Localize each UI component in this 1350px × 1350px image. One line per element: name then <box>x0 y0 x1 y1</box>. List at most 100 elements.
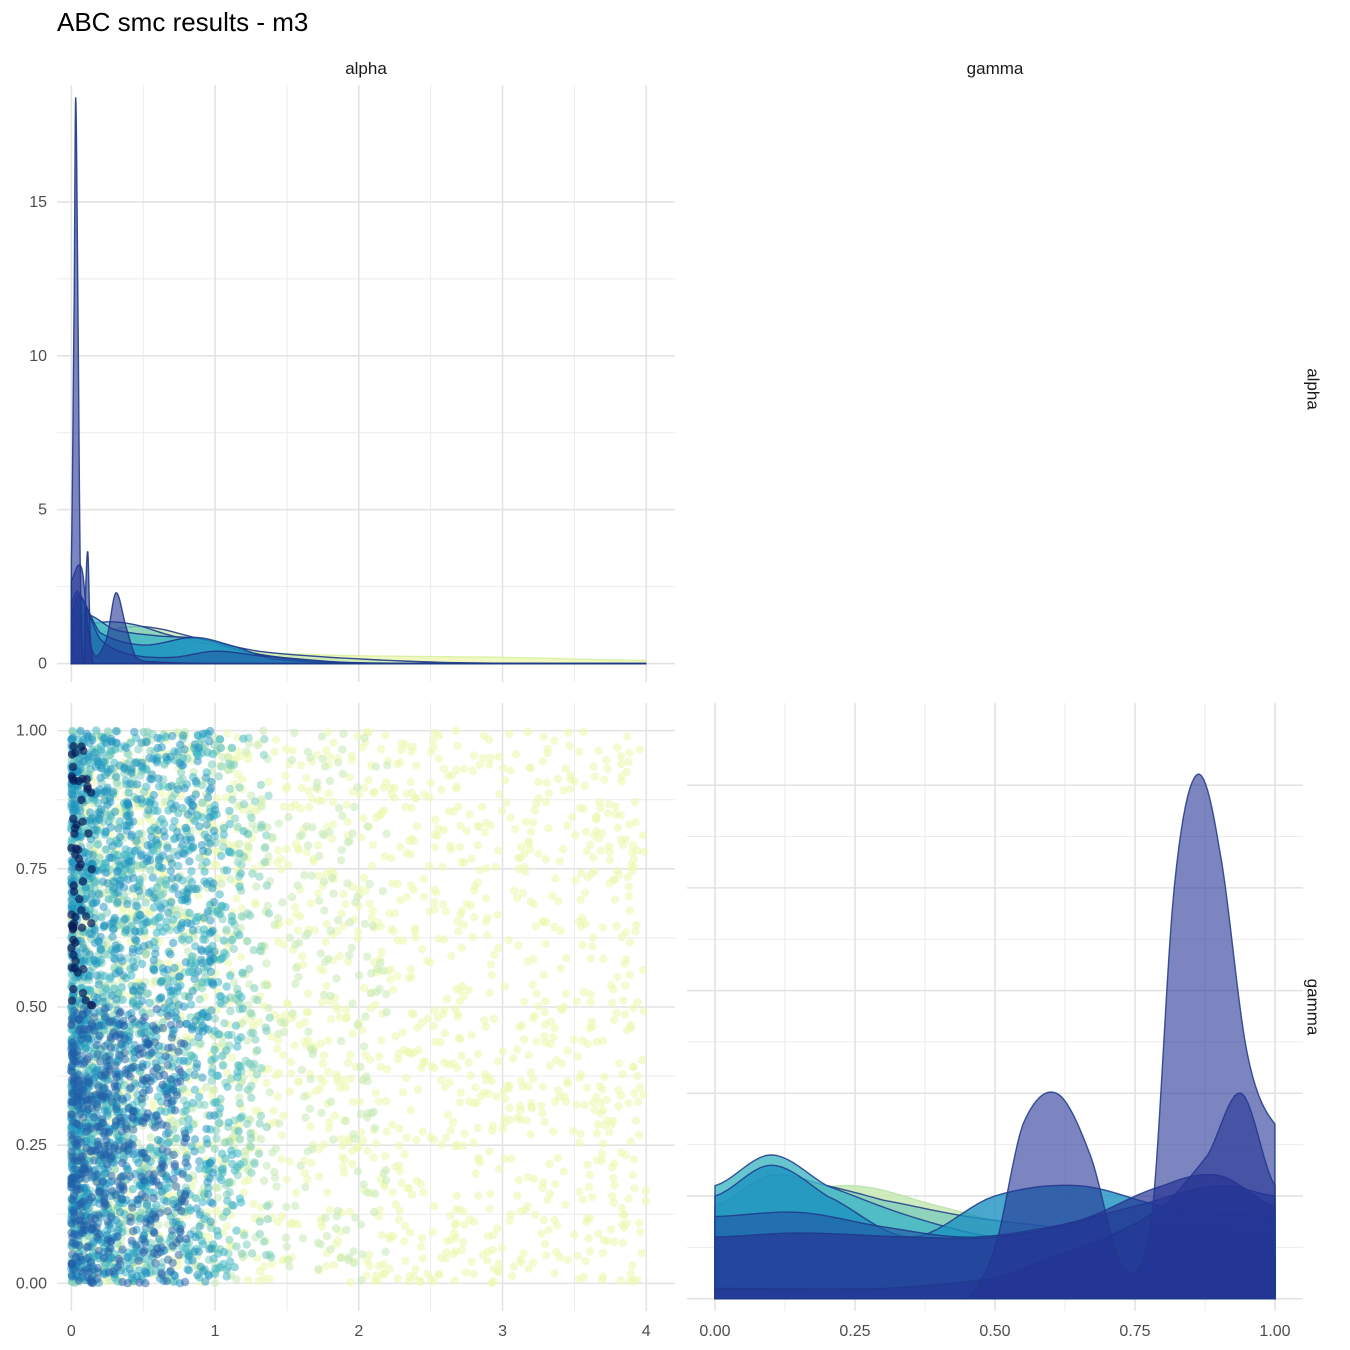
scatter-point <box>372 1139 381 1148</box>
scatter-point <box>452 782 461 792</box>
scatter-point <box>101 868 110 877</box>
scatter-point <box>291 979 300 989</box>
scatter-point <box>441 907 451 916</box>
scatter-point <box>180 849 189 859</box>
scatter-point <box>191 777 201 786</box>
scatter-point <box>344 957 353 966</box>
scatter-point <box>418 1127 427 1136</box>
scatter-point <box>480 828 489 837</box>
scatter-point <box>216 1262 225 1272</box>
scatter-point <box>429 1135 439 1144</box>
scatter-point <box>197 1145 206 1155</box>
scatter-point <box>325 827 334 837</box>
scatter-point <box>624 1099 633 1108</box>
scatter-point <box>460 1129 469 1138</box>
scatter-point <box>329 738 338 748</box>
scatter-point <box>227 935 237 945</box>
scatter-point <box>356 1128 366 1137</box>
scatter-point <box>486 960 496 969</box>
scatter-point <box>480 1016 489 1025</box>
scatter-point <box>260 735 269 744</box>
scatter-point <box>247 1249 257 1258</box>
scatter-point <box>104 895 113 904</box>
scatter-point <box>440 1005 449 1014</box>
scatter-point <box>526 897 536 906</box>
scatter-point <box>99 757 108 766</box>
scatter-point <box>483 931 492 940</box>
scatter-point <box>188 952 197 961</box>
scatter-point <box>544 789 553 798</box>
scatter-point <box>544 824 553 833</box>
scatter-point <box>296 804 305 813</box>
scatter-point <box>247 813 256 822</box>
scatter-point <box>472 1098 481 1107</box>
scatter-point <box>157 891 166 900</box>
scatter-point <box>235 1135 245 1144</box>
scatter-point <box>534 1002 543 1011</box>
scatter-point <box>194 1247 203 1256</box>
scatter-point <box>429 736 438 745</box>
scatter-point <box>165 998 174 1007</box>
scatter-point <box>236 1062 245 1071</box>
scatter-point <box>382 829 391 838</box>
scatter-point <box>276 865 286 874</box>
scatter-point <box>321 1213 330 1223</box>
scatter-point <box>338 769 348 779</box>
scatter-point <box>394 1215 404 1224</box>
scatter-point <box>134 886 144 896</box>
scatter-point <box>243 937 252 946</box>
scatter-point <box>499 1087 508 1096</box>
scatter-point <box>469 1138 478 1148</box>
scatter-point <box>382 990 391 999</box>
scatter-point <box>255 1229 264 1239</box>
scatter-point <box>536 1101 546 1110</box>
scatter-point <box>224 1030 233 1040</box>
scatter-point <box>381 1152 390 1161</box>
scatter-point <box>436 1038 445 1047</box>
scatter-point <box>238 968 247 977</box>
scatter-point <box>331 1001 341 1010</box>
scatter-point <box>586 990 595 999</box>
scatter-point <box>170 963 179 973</box>
scatter-point <box>210 1085 219 1094</box>
scatter-point <box>136 986 145 995</box>
scatter-point <box>128 1184 137 1194</box>
scatter-point <box>614 870 624 880</box>
scatter-point <box>369 1153 378 1162</box>
scatter-point <box>166 866 176 876</box>
scatter-point <box>356 1220 366 1229</box>
scatter-point <box>429 1277 439 1286</box>
scatter-point <box>474 1191 483 1200</box>
scatter-point <box>493 910 502 920</box>
scatter-point <box>531 922 541 931</box>
scatter-point <box>300 1168 310 1178</box>
scatter-point <box>371 813 381 822</box>
scatter-point <box>368 840 378 850</box>
scatter-point <box>578 1195 587 1204</box>
scatter-point <box>294 972 303 982</box>
scatter-point <box>201 1277 210 1286</box>
scatter-point <box>397 1178 406 1188</box>
scatter-point <box>203 847 213 856</box>
scatter-point <box>227 743 237 753</box>
scatter-point <box>306 1122 315 1131</box>
scatter-point <box>106 823 115 832</box>
scatter-point <box>337 845 347 855</box>
scatter-point <box>626 1137 636 1146</box>
scatter-point <box>425 862 434 871</box>
scatter-point <box>526 764 535 773</box>
scatter-point <box>555 857 564 866</box>
scatter-point <box>193 967 202 976</box>
scatter-point <box>451 726 461 736</box>
scatter-point <box>481 894 491 903</box>
scatter-point <box>231 1021 241 1030</box>
scatter-point <box>534 849 543 858</box>
scatter-point <box>369 1107 378 1117</box>
scatter-point <box>550 1023 560 1033</box>
scatter-point <box>142 1269 151 1278</box>
scatter-point <box>343 879 352 888</box>
scatter-point <box>453 1012 463 1021</box>
scatter-point <box>513 893 522 903</box>
scatter-point <box>359 1180 368 1189</box>
scatter-point <box>516 1207 525 1216</box>
